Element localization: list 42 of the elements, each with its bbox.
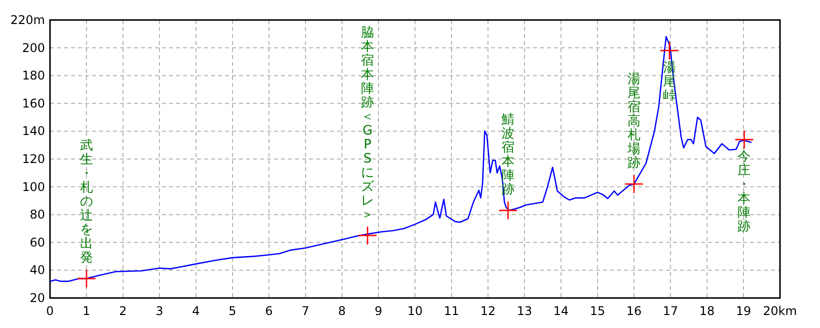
point <box>734 130 754 150</box>
y-tick-label: 60 <box>30 235 45 250</box>
x-tick-label: 19 <box>736 304 752 318</box>
point <box>358 226 378 246</box>
y-tick-label: 120 <box>22 152 45 166</box>
x-tick-label: 3 <box>156 304 164 318</box>
x-tick-label: 11 <box>444 304 460 318</box>
x-tick-label: 14 <box>553 304 569 318</box>
x-tick-label: 6 <box>265 304 273 318</box>
x-tick-label: 13 <box>516 304 532 318</box>
y-tick-label: 140 <box>22 124 45 138</box>
x-tick-label: 1 <box>82 304 90 318</box>
point <box>498 200 518 220</box>
x-tick-label: 16 <box>626 304 642 318</box>
x-tick-label: 2 <box>119 304 127 318</box>
x-tick-label: 12 <box>480 304 496 318</box>
text: 武生・札の辻を出発 <box>80 138 93 266</box>
annotation: 今庄・本陣跡 <box>738 150 751 235</box>
point <box>76 268 96 288</box>
x-tick-label: 8 <box>338 304 346 318</box>
x-tick-label: 5 <box>228 304 236 318</box>
y-tick-label: 180 <box>22 68 45 83</box>
y-tick-label: 160 <box>22 96 45 110</box>
x-tick-label: 9 <box>374 304 382 318</box>
y-tick-label: 80 <box>30 208 45 222</box>
y-tick-label: 20 <box>30 291 45 305</box>
x-tick-label: 17 <box>662 304 678 318</box>
x-tick-label: 18 <box>699 304 715 318</box>
x-tick-label: 10 <box>407 304 423 318</box>
y-tick-label: 200 <box>22 40 45 55</box>
y-tick-label: 100 <box>22 180 45 194</box>
y-tick-label: 40 <box>30 263 45 278</box>
x-tick-label: 15 <box>590 304 606 318</box>
x-tick-label: 4 <box>192 304 200 318</box>
y-tick-label: 220m <box>10 13 45 27</box>
text: 脇本宿本陣跡＜GPSにズレ＞ <box>361 25 374 222</box>
x-tick-label: 20km <box>763 304 797 318</box>
annotation: 湯尾宿高札場跡 <box>626 72 640 172</box>
point <box>660 40 680 60</box>
x-tick-label: 0 <box>46 304 54 318</box>
point <box>624 174 644 194</box>
x-tick-label: 7 <box>302 304 310 318</box>
